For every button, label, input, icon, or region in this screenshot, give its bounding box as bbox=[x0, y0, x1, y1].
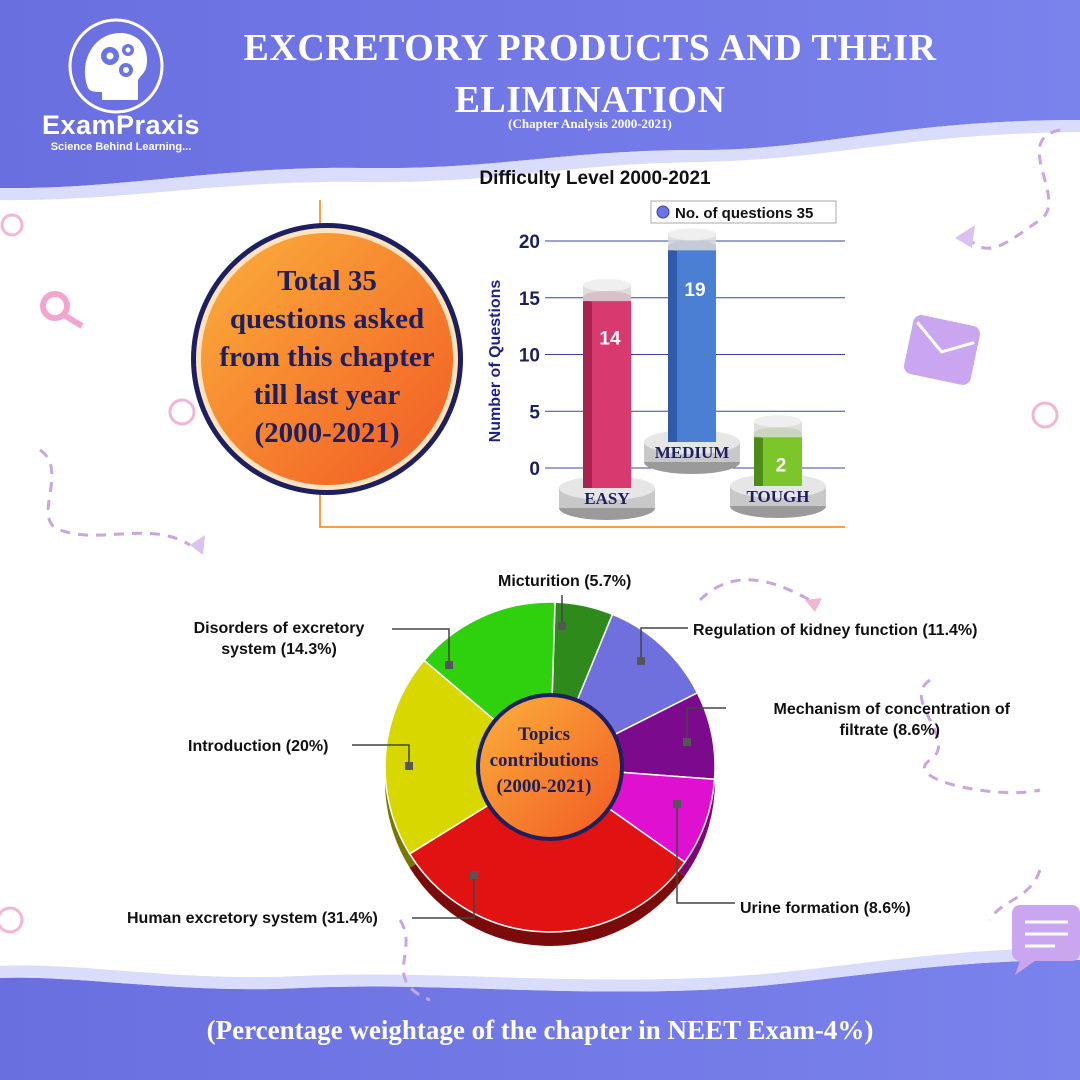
leader-marker bbox=[637, 657, 645, 665]
summary-circle bbox=[191, 223, 463, 495]
leader-line bbox=[640, 627, 688, 661]
bar-sleeve-top bbox=[668, 228, 716, 241]
donut-center-line-1: Topics bbox=[517, 724, 571, 745]
bar-chart: 0 5 10 15 20 EASY 14 MEDIUM 19 TOUGH 2 No. of quest… bbox=[519, 200, 845, 520]
bar-shade bbox=[668, 246, 677, 442]
legend-label: No. of questions 35 bbox=[675, 205, 813, 222]
summary-line-4: till last year bbox=[253, 379, 401, 411]
y-tick-label: 10 bbox=[519, 346, 540, 367]
leader-marker bbox=[405, 762, 413, 770]
donut-center-line-2: contributions bbox=[489, 750, 599, 771]
leader-marker bbox=[558, 622, 566, 630]
footer-band-light bbox=[0, 948, 1080, 992]
category-label-medium: MEDIUM bbox=[655, 443, 730, 462]
legend-box bbox=[650, 200, 837, 224]
y-tick-label: 0 bbox=[529, 459, 540, 480]
summary-line-1: Total 35 bbox=[277, 265, 377, 297]
label-disorders-line-1: Disorders of excretory bbox=[193, 620, 365, 637]
category-label-easy: EASY bbox=[584, 489, 629, 508]
summary-line-5: (2000-2021) bbox=[254, 417, 400, 449]
bar-value-label: 19 bbox=[684, 280, 705, 301]
leader-marker bbox=[673, 800, 681, 808]
chat-bubble-icon bbox=[1012, 905, 1080, 975]
leader-line bbox=[686, 707, 726, 742]
gear-icon bbox=[0, 213, 1059, 934]
label-regulation-of-kidney-function: Regulation of kidney function (11.4%) bbox=[693, 622, 978, 639]
page-title: EXCRETORY PRODUCTS AND THEIR ELIMINATION bbox=[200, 22, 980, 126]
title-line-1: EXCRETORY PRODUCTS AND THEIR bbox=[243, 27, 937, 69]
donut-center-label: Topics contributions (2000-2021) bbox=[478, 722, 610, 800]
bar-sleeve-top bbox=[583, 279, 631, 292]
leader-marker bbox=[445, 661, 453, 669]
leader-marker bbox=[683, 738, 691, 746]
brand-tagline: Science Behind Learning... bbox=[50, 141, 192, 153]
footer-note: (Percentage weightage of the chapter in … bbox=[206, 1015, 874, 1045]
bar-shade bbox=[754, 433, 763, 486]
center-disc bbox=[480, 697, 620, 837]
bar-value-label: 2 bbox=[776, 456, 787, 477]
bar-sleeve-top bbox=[754, 415, 802, 428]
label-mechanism-line-1: Mechanism of concentration of bbox=[773, 701, 1010, 718]
brand-name: ExamPraxis bbox=[41, 110, 201, 140]
summary-line-3: from this chapter bbox=[219, 341, 435, 373]
label-human-excretory-system: Human excretory system (31.4%) bbox=[127, 910, 378, 927]
label-introduction: Introduction (20%) bbox=[188, 738, 329, 755]
magnifier-icon bbox=[40, 291, 84, 329]
bar-value-label: 14 bbox=[599, 329, 621, 350]
donut-chart bbox=[352, 595, 735, 946]
summary-text: Total 35 questions asked from this chapt… bbox=[196, 262, 458, 452]
leader-line bbox=[392, 628, 450, 665]
summary-line-2: questions asked bbox=[229, 303, 425, 335]
label-mechanism-line-2: filtrate (8.6%) bbox=[839, 722, 940, 739]
header-band-light bbox=[0, 120, 1080, 201]
title-line-2: ELIMINATION bbox=[454, 79, 726, 121]
label-disorders-of-excretory-system: Disorders of excretory system (14.3%) bbox=[170, 618, 388, 660]
label-disorders-line-2: system (14.3%) bbox=[221, 641, 337, 658]
legend-marker bbox=[656, 205, 670, 219]
leader-line bbox=[676, 804, 735, 904]
label-mechanism-of-concentration: Mechanism of concentration of filtrate (… bbox=[720, 699, 1010, 741]
leader-marker bbox=[470, 871, 478, 879]
footer-band bbox=[0, 960, 1080, 1080]
page-subtitle: (Chapter Analysis 2000-2021) bbox=[508, 116, 672, 131]
bar-shade bbox=[583, 297, 592, 488]
brain-head-logo-icon bbox=[68, 18, 164, 114]
label-micturition: Micturition (5.7%) bbox=[498, 573, 632, 590]
donut-center-line-3: (2000-2021) bbox=[496, 776, 592, 797]
leader-line bbox=[352, 744, 410, 766]
y-tick-label: 20 bbox=[519, 232, 540, 253]
leader-line bbox=[412, 875, 475, 919]
category-label-tough: TOUGH bbox=[747, 487, 810, 506]
envelope-icon bbox=[903, 315, 981, 385]
y-tick-label: 15 bbox=[519, 289, 541, 310]
label-urine-formation: Urine formation (8.6%) bbox=[740, 900, 911, 917]
bar-chart-title: Difficulty Level 2000-2021 bbox=[479, 168, 711, 189]
header-band bbox=[0, 0, 1080, 189]
y-tick-label: 5 bbox=[529, 402, 540, 423]
